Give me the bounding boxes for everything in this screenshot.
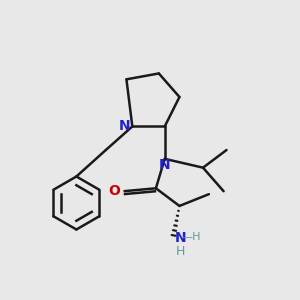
Text: O: O	[108, 184, 120, 198]
Text: N: N	[119, 119, 131, 134]
Text: N: N	[158, 158, 170, 172]
Text: —H: —H	[182, 232, 201, 242]
Text: H: H	[176, 245, 186, 258]
Text: N: N	[175, 231, 187, 245]
